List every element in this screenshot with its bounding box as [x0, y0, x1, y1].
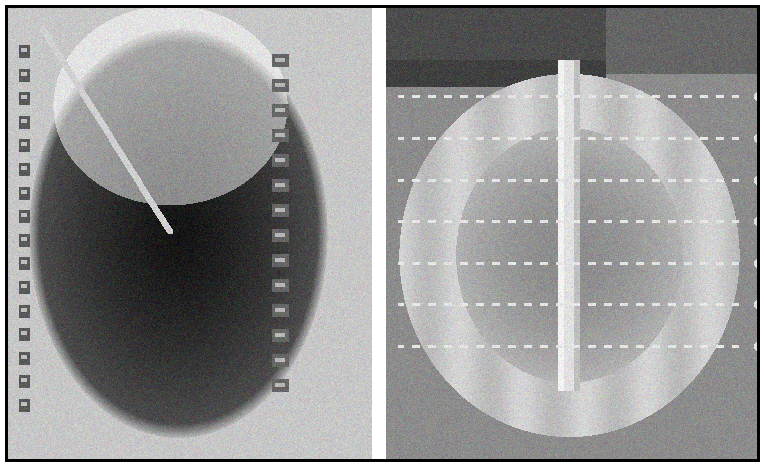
Bar [378, 6, 386, 460]
